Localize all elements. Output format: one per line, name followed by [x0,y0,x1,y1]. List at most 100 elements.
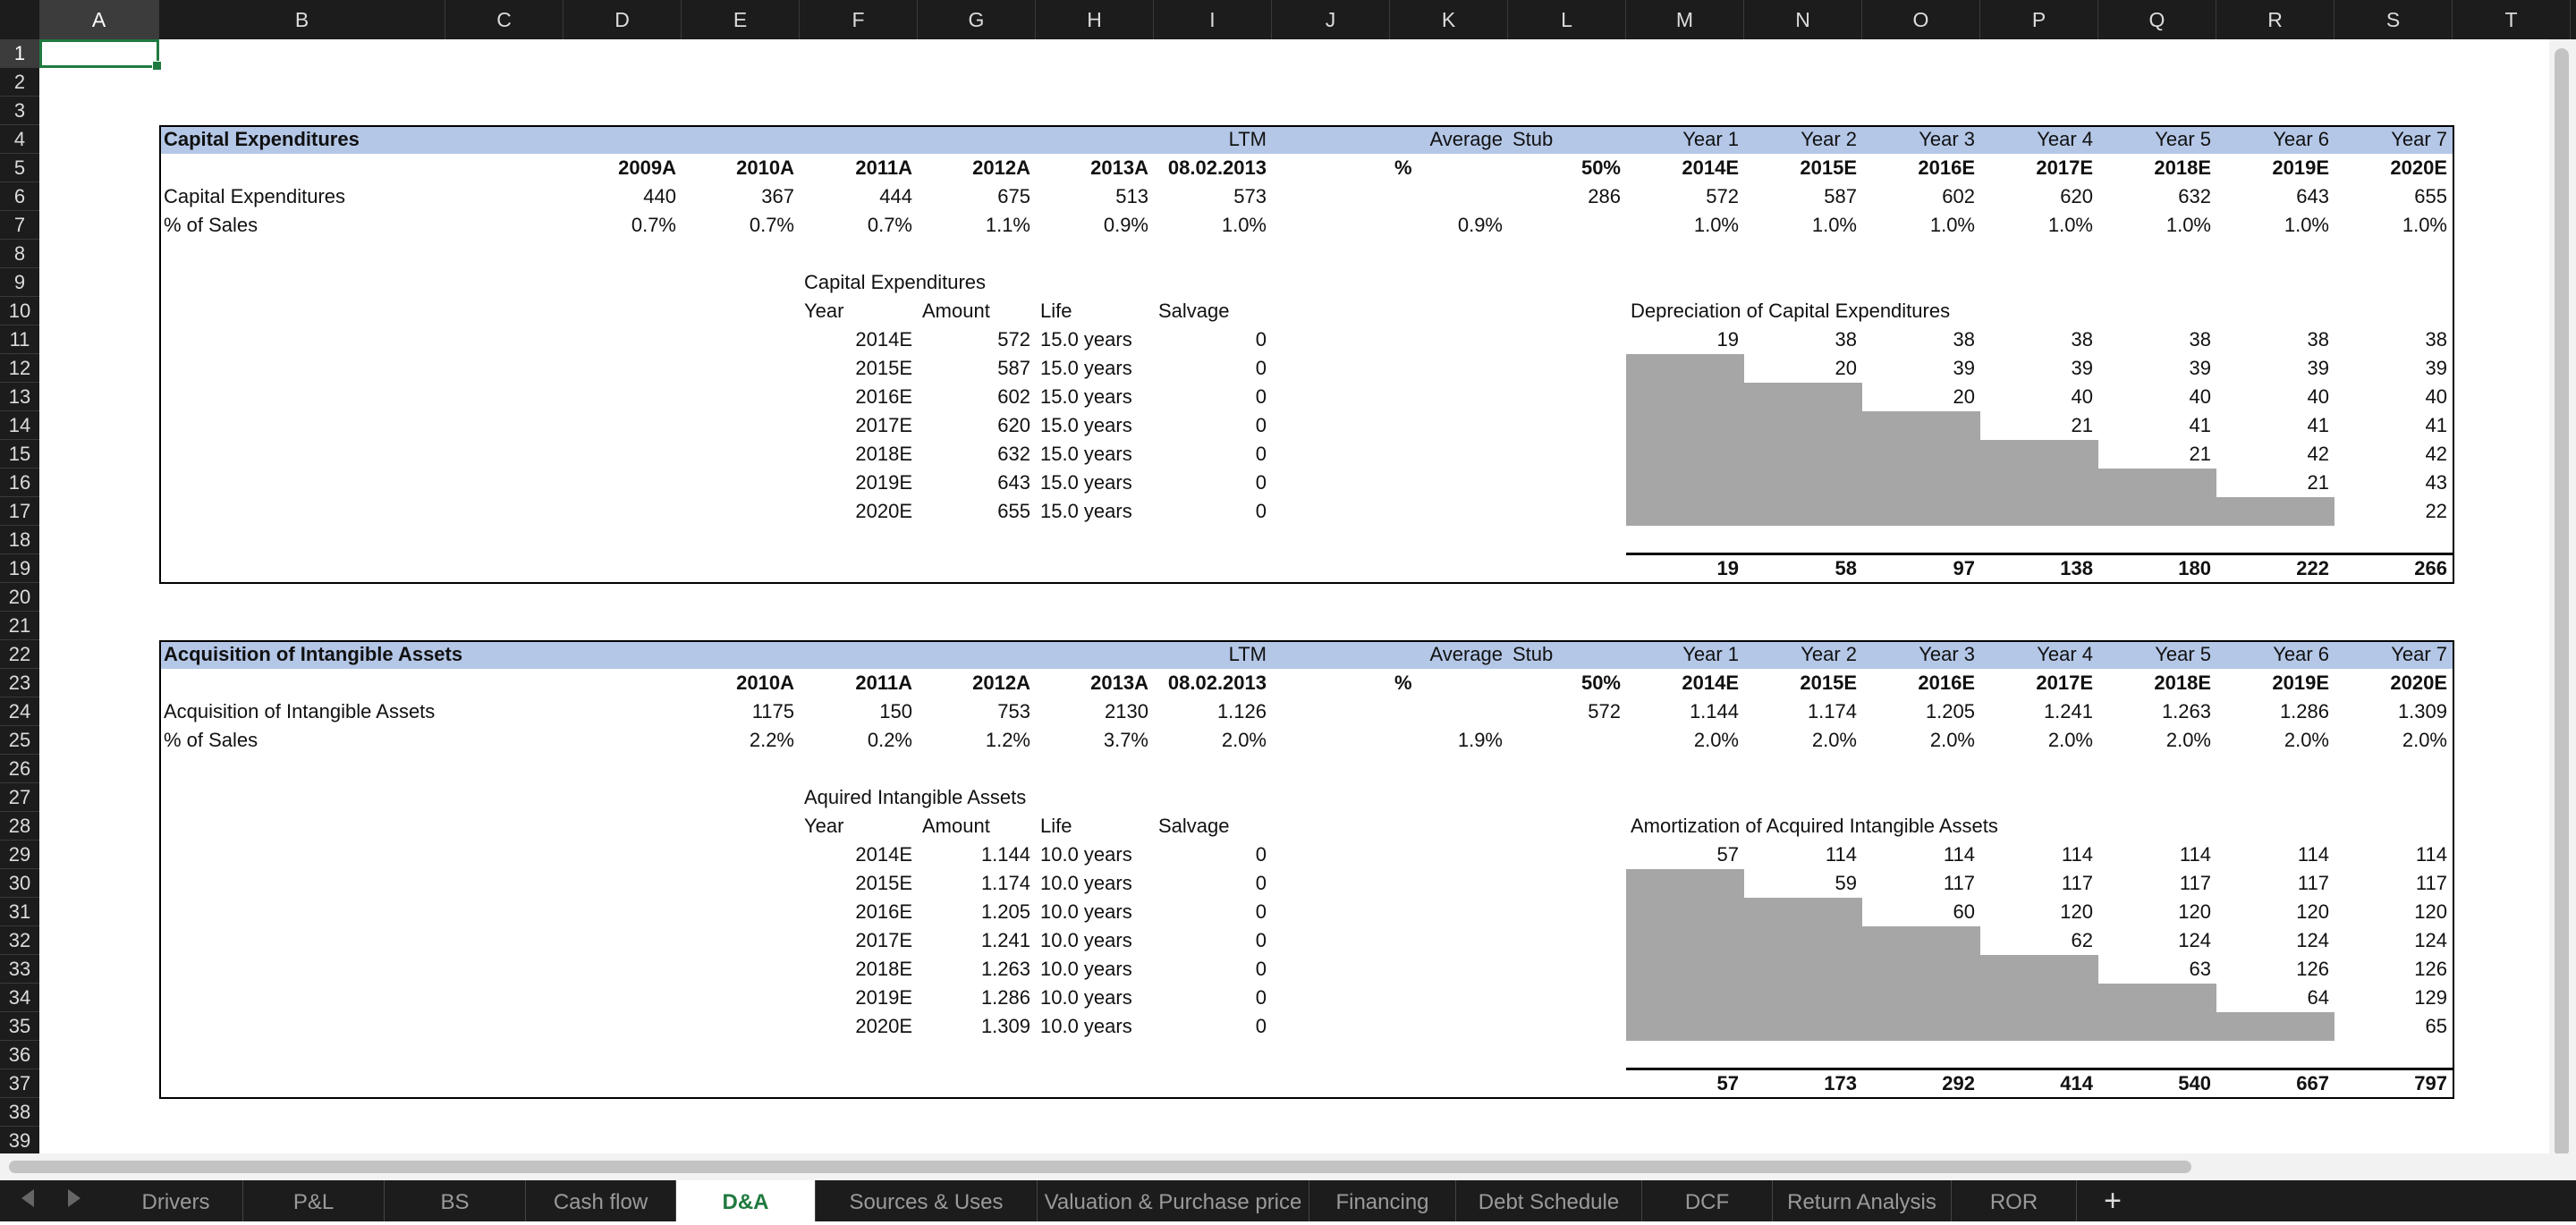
row-header-24[interactable]: 24 [0,697,39,726]
proj-pct: 1.0% [2284,214,2329,236]
column-header-p[interactable]: P [1980,0,2098,39]
row-header-28[interactable]: 28 [0,812,39,841]
row-header-3[interactable]: 3 [0,97,39,125]
row-header-36[interactable]: 36 [0,1041,39,1069]
schedule-title: Aquired Intangible Assets [804,786,1027,808]
depreciation-step-fill [1626,440,2098,469]
row-header-15[interactable]: 15 [0,440,39,469]
column-header-i[interactable]: I [1154,0,1272,39]
column-header-g[interactable]: G [918,0,1036,39]
column-header-o[interactable]: O [1862,0,1980,39]
matrix-value: 38 [1835,328,1857,351]
section-title: Acquisition of Intangible Assets [164,643,463,665]
schedule-amount: 572 [997,328,1030,351]
column-header-b[interactable]: B [159,0,445,39]
sheet-tab-bs[interactable]: BS [385,1180,526,1221]
row-header-1[interactable]: 1 [0,39,39,68]
sheet-tab-dcf[interactable]: DCF [1642,1180,1773,1221]
column-header-j[interactable]: J [1272,0,1390,39]
row-header-13[interactable]: 13 [0,383,39,411]
row-header-21[interactable]: 21 [0,612,39,640]
next-sheet-icon[interactable] [68,1189,80,1207]
column-header-a[interactable]: A [39,0,159,39]
column-header-k[interactable]: K [1390,0,1508,39]
column-header-q[interactable]: Q [2098,0,2216,39]
schedule-year: 2020E [855,1015,912,1037]
row-header-35[interactable]: 35 [0,1012,39,1041]
column-header-h[interactable]: H [1036,0,1154,39]
sheet-tab-sources-uses[interactable]: Sources & Uses [816,1180,1038,1221]
proj-pct: 2.0% [2047,729,2093,751]
column-header-t[interactable]: T [2453,0,2571,39]
period-label: 2013A [1090,156,1148,179]
sheet-tab-drivers[interactable]: Drivers [109,1180,243,1221]
depreciation-step-fill [1626,383,1862,411]
total-value: 138 [2060,557,2093,579]
row-header-22[interactable]: 22 [0,640,39,669]
prev-sheet-icon[interactable] [21,1189,34,1207]
row-header-23[interactable]: 23 [0,669,39,697]
row-header-32[interactable]: 32 [0,926,39,955]
row-header-7[interactable]: 7 [0,211,39,240]
row-header-20[interactable]: 20 [0,583,39,612]
row-header-12[interactable]: 12 [0,354,39,383]
row-header-10[interactable]: 10 [0,297,39,325]
vertical-scroll-thumb[interactable] [2555,48,2569,1157]
column-header-l[interactable]: L [1508,0,1626,39]
row-label: Capital Expenditures [164,185,346,207]
row-header-14[interactable]: 14 [0,411,39,440]
row-header-37[interactable]: 37 [0,1069,39,1098]
row-header-19[interactable]: 19 [0,554,39,583]
row-header-33[interactable]: 33 [0,955,39,984]
row-header-38[interactable]: 38 [0,1098,39,1127]
vertical-scrollbar[interactable] [2549,39,2576,1157]
row-header-30[interactable]: 30 [0,869,39,898]
row-header-34[interactable]: 34 [0,984,39,1012]
column-header-r[interactable]: R [2216,0,2334,39]
row-header-11[interactable]: 11 [0,325,39,354]
sheet-tab-p-l[interactable]: P&L [243,1180,385,1221]
period-label: 2012A [972,156,1030,179]
year-label: Year 1 [1682,643,1739,665]
worksheet-grid[interactable]: Capital Expenditures LTM Average Stub Year 1… [39,39,2549,1153]
row-header-4[interactable]: 4 [0,125,39,154]
row-header-18[interactable]: 18 [0,526,39,554]
sheet-tab-d-a[interactable]: D&A [676,1180,816,1221]
sheet-tab-debt-schedule[interactable]: Debt Schedule [1456,1180,1642,1221]
row-header-26[interactable]: 26 [0,755,39,783]
sheet-tab-cash-flow[interactable]: Cash flow [526,1180,676,1221]
hist-pct: 0.7% [749,214,794,236]
sheet-tab-return-analysis[interactable]: Return Analysis [1773,1180,1952,1221]
row-header-27[interactable]: 27 [0,783,39,812]
sheet-tab-valuation-purchase-price[interactable]: Valuation & Purchase price [1038,1180,1309,1221]
column-header-m[interactable]: M [1626,0,1744,39]
selected-cell-a1[interactable] [39,39,162,71]
row-header-6[interactable]: 6 [0,182,39,211]
column-header-n[interactable]: N [1744,0,1862,39]
column-header-f[interactable]: F [800,0,918,39]
row-header-2[interactable]: 2 [0,68,39,97]
row-header-bar: 1 2 3 4 5 6 7 8 9 10 11 12 13 14 15 16 17 18 19 20 21 22 23 24 2… [0,39,39,1153]
column-header-d[interactable]: D [564,0,682,39]
column-header-c[interactable]: C [445,0,564,39]
column-header-s[interactable]: S [2334,0,2453,39]
column-header-e[interactable]: E [682,0,800,39]
sheet-tab-ror[interactable]: ROR [1952,1180,2077,1221]
row-header-8[interactable]: 8 [0,240,39,268]
row-header-5[interactable]: 5 [0,154,39,182]
row-header-16[interactable]: 16 [0,469,39,497]
schedule-year: 2017E [855,414,912,436]
horizontal-scroll-thumb[interactable] [9,1161,2191,1173]
sheet-tab-financing[interactable]: Financing [1309,1180,1456,1221]
horizontal-scrollbar[interactable] [0,1153,2576,1180]
row-header-29[interactable]: 29 [0,841,39,869]
row-header-25[interactable]: 25 [0,726,39,755]
proj-value: 620 [2060,185,2093,207]
row-header-17[interactable]: 17 [0,497,39,526]
row-header-39[interactable]: 39 [0,1127,39,1153]
row-header-9[interactable]: 9 [0,268,39,297]
schedule-life: 10.0 years [1040,900,1132,923]
hist-pct: 0.2% [867,729,912,751]
row-header-31[interactable]: 31 [0,898,39,926]
add-sheet-button[interactable]: + [2104,1184,2122,1218]
